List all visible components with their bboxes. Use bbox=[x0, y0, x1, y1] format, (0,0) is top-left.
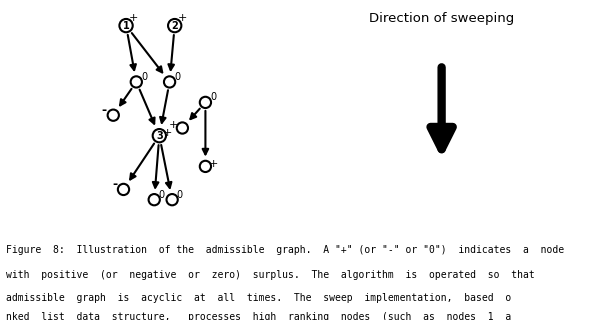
Text: 0: 0 bbox=[174, 72, 181, 82]
Text: 0: 0 bbox=[210, 92, 216, 102]
Circle shape bbox=[200, 161, 211, 172]
Text: 3: 3 bbox=[156, 131, 163, 141]
Circle shape bbox=[118, 184, 129, 195]
Text: 0: 0 bbox=[141, 72, 147, 82]
Circle shape bbox=[200, 97, 211, 108]
Circle shape bbox=[119, 19, 133, 32]
Text: 0: 0 bbox=[177, 189, 183, 200]
Text: +: + bbox=[162, 128, 172, 138]
Text: with  positive  (or  negative  or  zero)  surplus.  The  algorithm  is  operated: with positive (or negative or zero) surp… bbox=[6, 270, 535, 280]
Text: 0: 0 bbox=[159, 189, 165, 200]
Text: nked  list  data  structure,   processes  high  ranking  nodes  (such  as  nodes: nked list data structure, processes high… bbox=[6, 312, 512, 320]
Text: -: - bbox=[102, 104, 107, 116]
Text: +: + bbox=[129, 13, 138, 23]
Text: -: - bbox=[112, 178, 117, 191]
Text: +: + bbox=[209, 159, 218, 169]
Circle shape bbox=[164, 76, 175, 88]
Circle shape bbox=[131, 76, 142, 88]
Circle shape bbox=[168, 19, 181, 32]
Text: 2: 2 bbox=[171, 20, 178, 31]
Circle shape bbox=[149, 194, 160, 205]
Text: +: + bbox=[169, 120, 178, 131]
Text: Figure  8:  Illustration  of the  admissible  graph.  A "+" (or "-" or "0")  ind: Figure 8: Illustration of the admissible… bbox=[6, 244, 564, 255]
Circle shape bbox=[166, 194, 177, 205]
Text: Direction of sweeping: Direction of sweeping bbox=[369, 12, 514, 25]
Text: admissible  graph  is  acyclic  at  all  times.  The  sweep  implementation,  ba: admissible graph is acyclic at all times… bbox=[6, 292, 512, 303]
Circle shape bbox=[108, 109, 119, 121]
Text: 1: 1 bbox=[122, 20, 129, 31]
Circle shape bbox=[152, 129, 166, 142]
Text: +: + bbox=[177, 13, 187, 23]
Circle shape bbox=[177, 122, 188, 134]
